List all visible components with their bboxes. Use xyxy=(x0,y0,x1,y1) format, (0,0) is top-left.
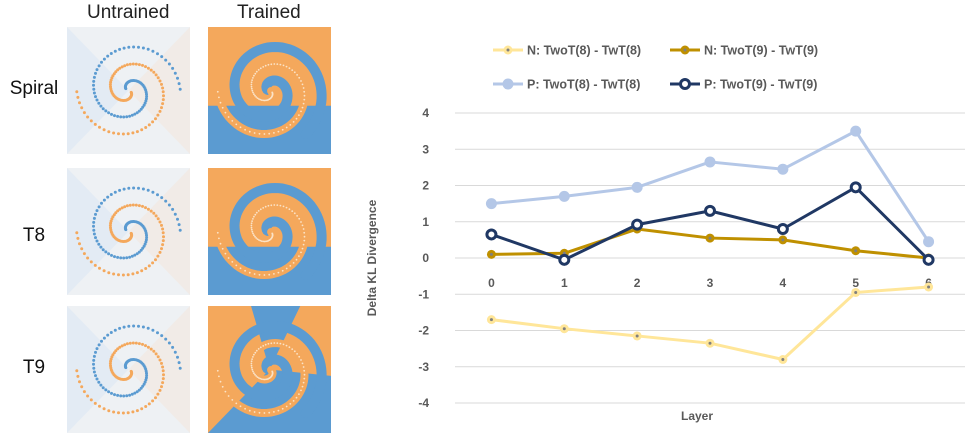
data-point-center xyxy=(927,285,931,289)
legend-label: P: TwoT(8) - TwT(8) xyxy=(527,78,640,92)
x-tick-label: 4 xyxy=(780,276,787,290)
data-point xyxy=(631,181,643,193)
legend-marker-center xyxy=(506,48,510,52)
data-point xyxy=(631,218,644,231)
x-tick-labels: 0123456 xyxy=(488,276,932,290)
y-axis-title: Delta KL Divergence xyxy=(365,199,379,316)
data-point-center xyxy=(781,358,785,361)
thumbnail-0-0 xyxy=(67,27,190,154)
data-point xyxy=(558,253,571,266)
legend-label: P: TwoT(9) - TwT(9) xyxy=(704,78,817,92)
y-tick-labels: -4 -3 -2 -1 0 1 2 3 4 xyxy=(418,106,429,410)
data-point xyxy=(923,236,935,248)
data-point xyxy=(485,228,498,241)
y-tick-label: 1 xyxy=(422,215,429,229)
y-tick-label: -3 xyxy=(418,360,429,374)
legend-marker xyxy=(502,78,514,90)
grid-lines xyxy=(455,112,965,404)
row-label-t9: T9 xyxy=(22,357,46,378)
y-tick-label: -2 xyxy=(418,324,429,338)
legend-marker-center xyxy=(683,48,687,52)
thumbnail-1-1 xyxy=(208,168,331,295)
y-tick-label: 4 xyxy=(422,106,429,120)
thumbnail-1-0 xyxy=(208,27,331,154)
y-tick-label: 3 xyxy=(422,142,429,156)
series-line xyxy=(491,285,929,361)
x-tick-label: 2 xyxy=(634,276,641,290)
data-point xyxy=(850,125,862,137)
data-point xyxy=(922,253,935,266)
data-point xyxy=(776,223,789,235)
series-line xyxy=(491,129,930,243)
data-point xyxy=(485,198,497,210)
column-header-untrained: Untrained xyxy=(87,2,170,23)
series-2 xyxy=(485,125,935,248)
row-label-spiral: Spiral xyxy=(9,78,59,99)
data-point xyxy=(777,163,789,175)
legend-item: N: TwoT(9) - TwT(9) xyxy=(670,44,818,58)
column-header-trained: Trained xyxy=(237,2,301,23)
y-tick-label: -4 xyxy=(418,396,429,410)
series-lines xyxy=(485,125,935,364)
thumbnail-0-2 xyxy=(67,306,190,433)
y-tick-label: 0 xyxy=(422,251,429,265)
y-tick-label: -1 xyxy=(418,287,429,301)
x-tick-label: 1 xyxy=(561,276,568,290)
data-point-center xyxy=(562,327,566,331)
thumbnail-1-2 xyxy=(208,306,331,433)
y-tick-label: 2 xyxy=(422,179,429,193)
series-line xyxy=(491,227,929,260)
x-axis-title: Layer xyxy=(681,409,713,423)
legend-label: N: TwoT(8) - TwT(8) xyxy=(527,44,641,58)
data-point-center xyxy=(708,236,712,240)
x-tick-label: 5 xyxy=(852,276,859,290)
legend-marker xyxy=(679,78,691,90)
series-3 xyxy=(485,181,935,266)
thumbnail-0-1 xyxy=(67,168,190,295)
data-point-center xyxy=(708,341,712,345)
series-0 xyxy=(486,282,934,364)
data-point-center xyxy=(854,249,858,253)
data-point-center xyxy=(781,238,785,242)
legend: N: TwoT(8) - TwT(8) N: TwoT(9) - TwT(9) P:… xyxy=(493,44,818,92)
data-point xyxy=(558,190,570,202)
data-point xyxy=(704,156,716,168)
legend-item: P: TwoT(9) - TwT(9) xyxy=(670,78,817,92)
data-point xyxy=(704,204,716,217)
data-point-center xyxy=(635,334,639,338)
data-point-center xyxy=(489,318,493,322)
legend-label: N: TwoT(9) - TwT(9) xyxy=(704,44,818,58)
row-label-t8: T8 xyxy=(22,225,46,246)
x-tick-label: 0 xyxy=(488,276,495,290)
legend-item: P: TwoT(8) - TwT(8) xyxy=(493,78,640,92)
legend-item: N: TwoT(8) - TwT(8) xyxy=(493,44,641,58)
data-point-center xyxy=(854,290,858,294)
data-point-center xyxy=(489,252,493,256)
x-tick-label: 3 xyxy=(707,276,714,290)
data-point xyxy=(849,181,862,194)
